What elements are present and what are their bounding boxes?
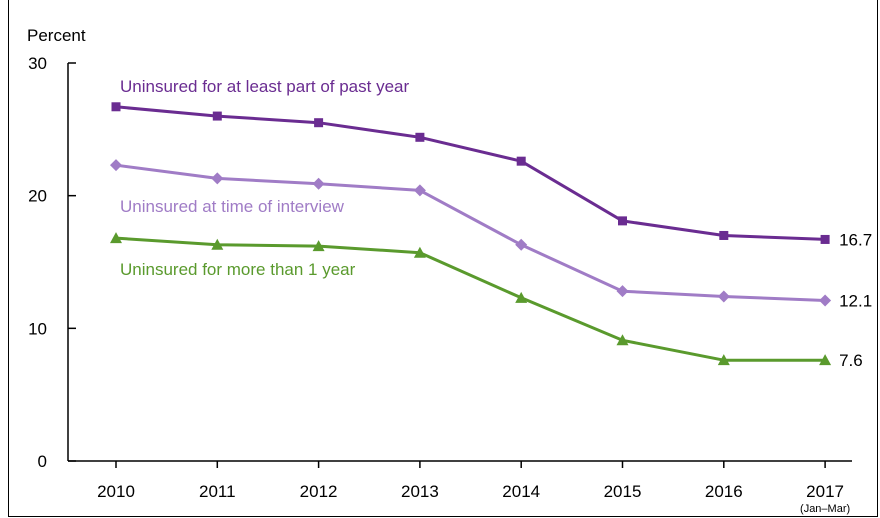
data-point [413,246,426,258]
series-3: Uninsured for more than 1 year 7.6 [110,232,863,370]
data-point [819,354,832,366]
x-tick-label: 2010 [97,482,135,501]
end-value-label: 16.7 [839,230,872,249]
series-label: Uninsured for more than 1 year [120,260,356,279]
x-tick-label: 2013 [401,482,439,501]
end-value-label: 12.1 [839,291,872,310]
y-tick-label: 0 [38,452,47,471]
data-point [616,334,629,346]
x-tick-note: (Jan–Mar) [800,503,850,515]
x-tick-label: 2012 [300,482,338,501]
x-tick-label: 2014 [502,482,540,501]
y-axis-label: Percent [27,26,86,45]
data-point [212,111,222,121]
series-label: Uninsured for at least part of past year [120,77,409,96]
series-label: Uninsured at time of interview [120,197,345,216]
data-point [211,172,224,185]
data-point [717,354,730,366]
x-tick-label: 2015 [604,482,642,501]
data-point [314,118,324,128]
data-point [515,291,528,303]
data-point [211,238,224,250]
chart-frame [8,0,878,517]
data-point [312,177,325,190]
x-tick-label: 2016 [705,482,743,501]
data-point [717,290,730,303]
series-line [115,163,826,302]
end-value-label: 7.6 [839,351,863,370]
series-1: Uninsured for at least part of past year… [111,77,872,249]
x-tick-label: 2011 [199,482,236,501]
data-point [515,238,528,251]
y-tick-label: 20 [28,187,47,206]
x-tick-label: 2017 [806,482,844,501]
data-point [111,102,121,112]
series-group: Uninsured for at least part of past year… [110,77,872,370]
data-point [415,132,425,142]
data-point [110,232,122,244]
series-line [115,105,826,241]
y-tick-label: 10 [28,319,47,338]
data-point [820,234,830,244]
data-point [618,216,627,226]
data-point [819,294,832,307]
y-tick-label: 30 [28,54,47,73]
data-point [413,184,426,197]
data-point [616,285,629,298]
x-ticks: 2010 2011 2012 2013 2014 2015 2016 2017 (Jan–Mar… [97,461,850,515]
series-2: Uninsured at time of interview 12.1 [110,159,872,310]
axes [67,63,852,462]
data-point [516,156,526,166]
data-point [110,159,122,172]
series-line [115,236,826,362]
y-ticks: 0 10 20 30 [28,54,76,471]
data-point [312,240,325,252]
data-point [719,230,729,240]
